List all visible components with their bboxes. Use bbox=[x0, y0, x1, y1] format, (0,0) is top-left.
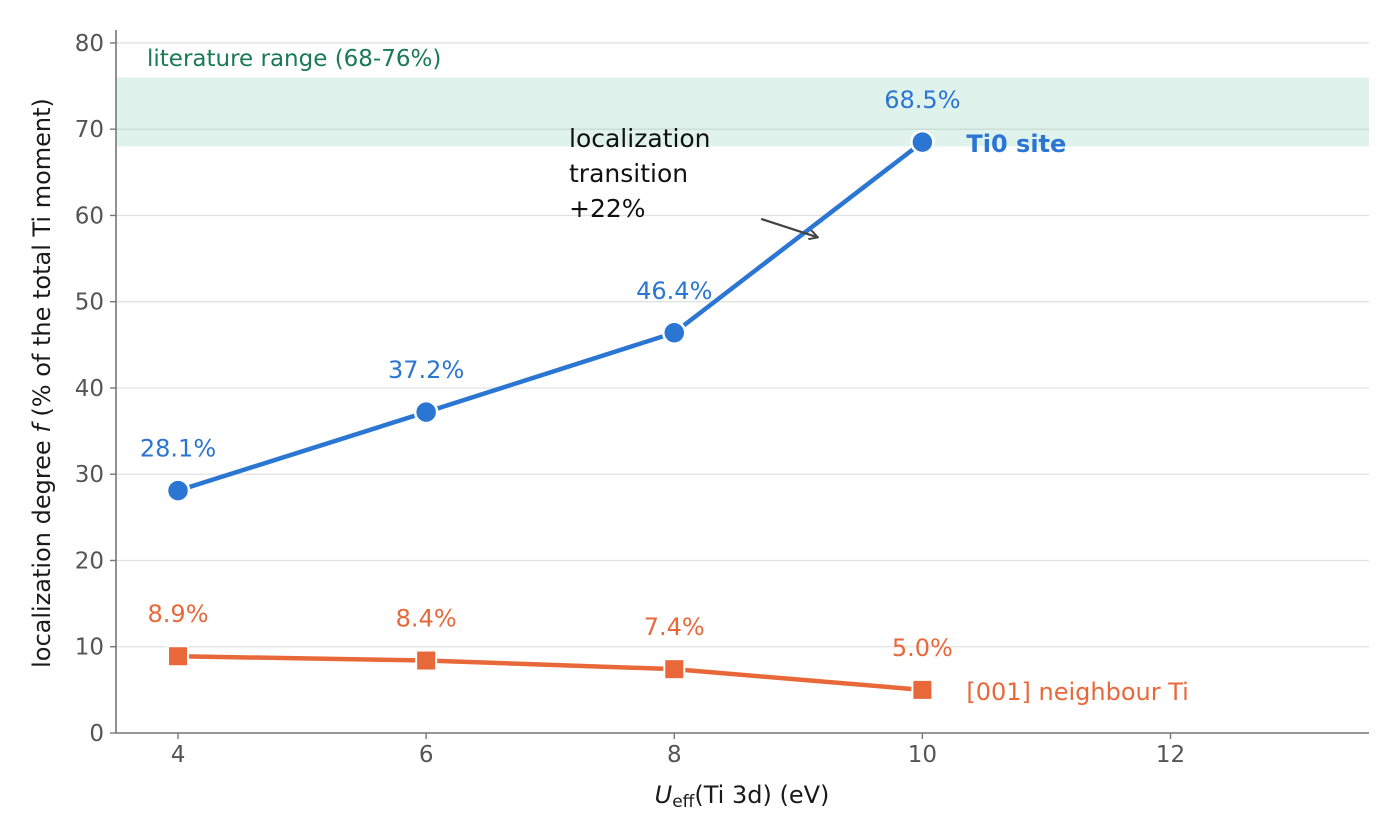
y-tick-label: 10 bbox=[75, 635, 104, 661]
x-axis-title-rest: (Ti 3d) (eV) bbox=[694, 781, 829, 809]
y-tick-label: 0 bbox=[89, 721, 104, 747]
data-label: 7.4% bbox=[644, 613, 705, 641]
annotation-arrow bbox=[760, 217, 817, 237]
data-point-ti0 bbox=[910, 129, 935, 155]
y-tick-label: 60 bbox=[75, 203, 104, 229]
data-label: 28.1% bbox=[140, 435, 216, 463]
data-point-ti0 bbox=[413, 399, 439, 425]
x-tick-label: 6 bbox=[419, 742, 434, 768]
x-tick-label: 12 bbox=[1156, 742, 1185, 768]
y-tick-label: 50 bbox=[75, 290, 104, 316]
annotation-line: transition bbox=[569, 159, 688, 188]
series-end-label-neighbour: [001] neighbour Ti bbox=[966, 678, 1188, 706]
y-tick-label: 80 bbox=[75, 31, 104, 57]
y-axis-title-prefix: localization degree bbox=[28, 433, 56, 668]
y-tick-label: 40 bbox=[75, 376, 104, 402]
data-label: 8.4% bbox=[396, 605, 457, 633]
series-end-label-ti0: Ti0 site bbox=[966, 130, 1066, 158]
series-layer bbox=[165, 129, 935, 701]
axes: 0 10 20 30 40 50 60 70 80 4 6 8 10 12 bbox=[75, 30, 1369, 768]
transition-annotation: localization transition +22% bbox=[569, 124, 711, 223]
grid-lines bbox=[116, 42, 1369, 648]
data-point-ti0 bbox=[165, 478, 191, 503]
series-line-ti0 bbox=[175, 139, 925, 493]
y-axis-title: localization degree f (% of the total Ti… bbox=[28, 98, 56, 668]
x-axis-title-symbol: U bbox=[655, 781, 673, 809]
y-axis-title-suffix: (% of the total Ti moment) bbox=[28, 98, 56, 424]
annotation-line: localization bbox=[569, 124, 711, 153]
y-tick-label: 70 bbox=[75, 117, 104, 143]
literature-band-label: literature range (68-76%) bbox=[147, 46, 441, 72]
data-label: 37.2% bbox=[388, 356, 464, 384]
x-axis-title: Ueff(Ti 3d) (eV) bbox=[655, 781, 830, 812]
data-label: 5.0% bbox=[892, 634, 953, 662]
y-tick-label: 30 bbox=[75, 462, 104, 488]
x-tick-label: 4 bbox=[171, 742, 186, 768]
annotation-layer: localization transition +22% bbox=[569, 124, 817, 237]
literature-band bbox=[116, 77, 1369, 147]
data-label: 68.5% bbox=[884, 86, 960, 114]
x-tick-label: 10 bbox=[908, 742, 937, 768]
data-label: 46.4% bbox=[636, 277, 712, 305]
y-tick-label: 20 bbox=[75, 548, 104, 574]
data-point-neighbour bbox=[167, 645, 190, 668]
data-point-neighbour bbox=[911, 678, 934, 701]
annotation-line: +22% bbox=[569, 194, 646, 223]
labels-layer: literature range (68-76%) 28.1% 37.2% 46.4%… bbox=[140, 46, 1189, 706]
x-tick-label: 8 bbox=[667, 742, 682, 768]
series-line-neighbour bbox=[175, 653, 925, 693]
data-point-neighbour bbox=[415, 649, 438, 672]
data-label: 8.9% bbox=[148, 600, 209, 628]
band-layer bbox=[116, 77, 1369, 147]
data-point-neighbour bbox=[663, 658, 686, 681]
data-point-ti0 bbox=[662, 320, 687, 346]
x-axis-title-subscript: eff bbox=[672, 792, 695, 812]
